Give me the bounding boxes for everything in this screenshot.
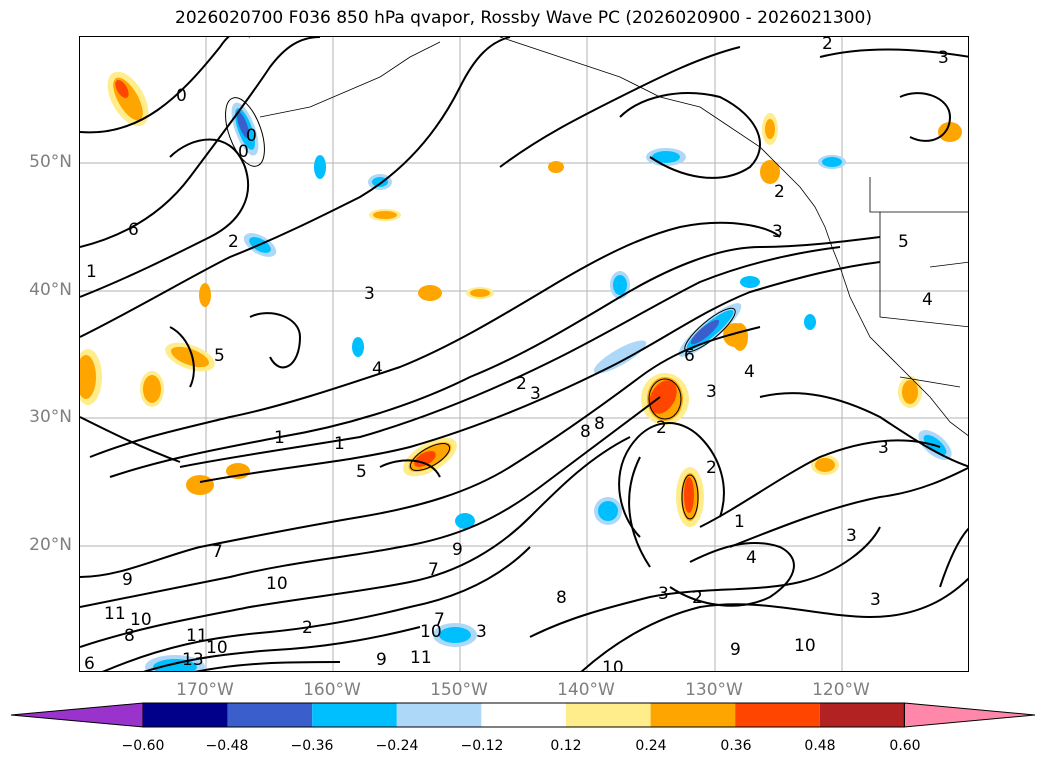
colorbar-tick: −0.60 xyxy=(121,738,165,754)
lon-label-150w: 150°W xyxy=(430,680,488,700)
minor-contours xyxy=(225,97,736,520)
colorbar-segment xyxy=(143,703,228,727)
contour-label: 2 xyxy=(228,232,239,252)
contour-label: 2 xyxy=(656,418,667,438)
contour-labels: 0 0 0 2 6 1 3 5 4 2 3 1 1 5 8 8 2 6 3 4 … xyxy=(84,37,949,672)
colorbar-tick: −0.36 xyxy=(290,738,334,754)
colorbar-tick: −0.12 xyxy=(460,738,504,754)
lon-label-140w: 140°W xyxy=(557,680,615,700)
contour-label: 5 xyxy=(356,462,367,482)
contour-label: 8 xyxy=(556,588,567,608)
colorbar-outline xyxy=(142,702,905,728)
colorbar-tick: 0.48 xyxy=(804,738,836,754)
colorbar-segment xyxy=(650,703,736,727)
contour-label: 4 xyxy=(922,290,933,310)
colorbar-tick: 0.24 xyxy=(635,738,667,754)
contour-label: 5 xyxy=(898,232,909,252)
contour-label: 11 xyxy=(410,648,432,668)
coastlines xyxy=(259,37,968,436)
contour-label: 3 xyxy=(870,590,881,610)
colorbar-tick: −0.24 xyxy=(375,738,419,754)
contour-label: 9 xyxy=(730,640,741,660)
contour-label: 3 xyxy=(364,284,375,304)
contour-label: 3 xyxy=(476,622,487,642)
contour-label: 2 xyxy=(516,374,527,394)
colorbar-tick: −0.48 xyxy=(205,738,249,754)
contour-label: 6 xyxy=(84,654,95,672)
contour-label: 8 xyxy=(594,414,605,434)
lon-label-130w: 130°W xyxy=(685,680,743,700)
contour-label: 1 xyxy=(734,512,745,532)
colorbar-extend-high xyxy=(903,702,1036,728)
contour-label: 2 xyxy=(774,182,785,202)
contour-label: 3 xyxy=(706,382,717,402)
contour-label: 3 xyxy=(846,526,857,546)
colorbar-tick: 0.12 xyxy=(550,738,582,754)
contour-label: 3 xyxy=(938,48,949,68)
map-panel: 0 0 0 2 6 1 3 5 4 2 3 1 1 5 8 8 2 6 3 4 … xyxy=(79,36,969,672)
colorbar-segment xyxy=(819,703,905,727)
contour-label: 7 xyxy=(434,610,445,630)
contour-label: 4 xyxy=(372,359,383,379)
lon-label-160w: 160°W xyxy=(303,680,361,700)
contour-label: 9 xyxy=(122,570,133,590)
contour-label: 6 xyxy=(684,346,695,366)
contour-label: 10 xyxy=(206,638,228,658)
contour-lines xyxy=(80,37,968,671)
contour-label: 9 xyxy=(452,540,463,560)
colorbar-segments xyxy=(10,702,1036,728)
colorbar-segment xyxy=(312,703,397,727)
contour-label: 1 xyxy=(334,434,345,454)
contour-label: 2 xyxy=(302,618,313,638)
contour-label: 10 xyxy=(420,622,442,642)
lon-label-170w: 170°W xyxy=(176,680,234,700)
colorbar-segment xyxy=(227,703,313,727)
lon-label-120w: 120°W xyxy=(812,680,870,700)
colorbar-segment xyxy=(735,703,820,727)
contour-label: 0 xyxy=(238,142,249,162)
contour-label: 7 xyxy=(212,542,223,562)
contour-label: 11 xyxy=(104,604,126,624)
contour-label: 1 xyxy=(86,262,97,282)
contour-label: 5 xyxy=(214,346,225,366)
contour-label: 3 xyxy=(530,384,541,404)
contour-label: 3 xyxy=(772,222,783,242)
contour-label: 13 xyxy=(182,650,204,670)
colorbar-segment xyxy=(481,703,566,727)
contour-label: 0 xyxy=(246,126,257,146)
contour-label: 11 xyxy=(186,626,208,646)
lat-label-20n: 20°N xyxy=(29,535,72,555)
contour-label: 4 xyxy=(744,362,755,382)
contour-label: 2 xyxy=(692,588,703,608)
lat-label-30n: 30°N xyxy=(29,407,72,427)
contour-label: 9 xyxy=(376,650,387,670)
contour-label: 7 xyxy=(428,560,439,580)
colorbar-segment xyxy=(566,703,651,727)
contour-label: 8 xyxy=(124,626,135,646)
contour-label: 6 xyxy=(128,220,139,240)
map-canvas: 0 0 0 2 6 1 3 5 4 2 3 1 1 5 8 8 2 6 3 4 … xyxy=(80,37,968,672)
contour-label: 8 xyxy=(580,422,591,442)
contour-label: 3 xyxy=(658,584,669,604)
contour-label: 2 xyxy=(822,37,833,54)
contour-label: 0 xyxy=(176,86,187,106)
lat-label-50n: 50°N xyxy=(29,152,72,172)
page-title: 2026020700 F036 850 hPa qvapor, Rossby W… xyxy=(175,8,872,28)
lat-label-40n: 40°N xyxy=(29,280,72,300)
contour-label: 10 xyxy=(130,610,152,630)
colorbar-tick: 0.36 xyxy=(720,738,752,754)
colorbar xyxy=(10,702,1036,728)
contour-label: 1 xyxy=(274,428,285,448)
contour-label: 10 xyxy=(602,658,624,672)
colorbar-extend-low xyxy=(10,702,144,728)
contour-label: 3 xyxy=(878,438,889,458)
contour-label: 4 xyxy=(746,548,757,568)
colorbar-segment xyxy=(396,703,482,727)
colorbar-tick: 0.60 xyxy=(889,738,921,754)
contour-label: 10 xyxy=(266,574,288,594)
contour-label: 10 xyxy=(794,636,816,656)
contour-label: 2 xyxy=(706,458,717,478)
